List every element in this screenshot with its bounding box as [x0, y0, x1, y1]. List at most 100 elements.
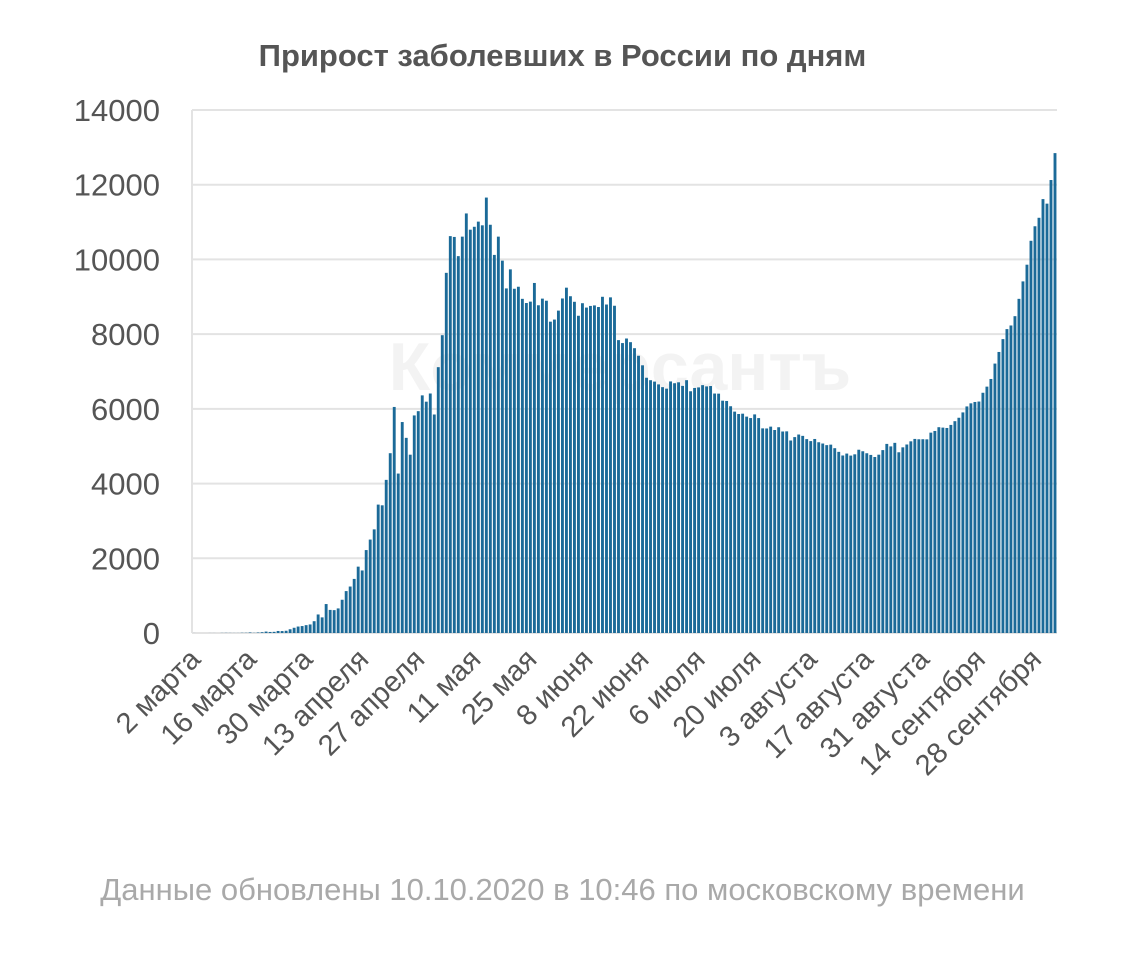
bar: [368, 539, 372, 633]
bar: [552, 319, 556, 633]
grid-lines: [191, 109, 1057, 634]
bar: [625, 338, 628, 633]
bar: [536, 305, 540, 633]
bar: [484, 197, 488, 633]
bar: [981, 392, 985, 633]
bar: [1049, 180, 1053, 633]
bar: [833, 448, 837, 633]
bar: [524, 303, 528, 633]
bar: [797, 434, 801, 633]
bar: [725, 400, 729, 633]
bar: [304, 625, 308, 633]
y-tick-label: 0: [143, 616, 160, 651]
bar: [785, 431, 789, 633]
bar: [753, 414, 757, 633]
bar: [308, 624, 312, 633]
bar: [781, 431, 785, 633]
bar: [761, 428, 765, 633]
bar: [977, 401, 981, 633]
bar: [745, 416, 749, 633]
bar: [709, 386, 713, 633]
bar: [857, 449, 861, 633]
bar: [737, 414, 741, 633]
bar: [813, 438, 817, 633]
bar: [629, 342, 632, 633]
bar: [577, 315, 580, 633]
bar: [1029, 240, 1033, 634]
bar: [721, 400, 725, 633]
bar: [953, 421, 957, 633]
bar: [733, 411, 737, 633]
bar: [957, 417, 961, 633]
bar: [845, 453, 849, 633]
bar: [364, 550, 368, 633]
bar: [1041, 199, 1045, 633]
bar: [925, 439, 929, 633]
bar: [268, 631, 272, 633]
bar: [749, 418, 753, 633]
bar: [601, 296, 604, 633]
bar: [428, 393, 432, 633]
bar: [408, 454, 412, 633]
bar: [280, 631, 284, 633]
bar: [945, 427, 949, 633]
bar: [420, 395, 424, 633]
bar: [593, 305, 596, 633]
bar: [865, 453, 869, 633]
bar: [921, 439, 925, 633]
bar: [965, 406, 969, 633]
bar: [933, 430, 937, 633]
bar: [677, 382, 680, 633]
bar: [476, 221, 480, 633]
bar: [757, 418, 761, 633]
bar: [424, 401, 428, 633]
bar: [384, 479, 388, 633]
bar: [564, 287, 568, 633]
bar: [693, 387, 697, 633]
bar: [464, 213, 468, 633]
bar: [905, 444, 909, 633]
bar: [673, 383, 676, 633]
bar: [1053, 153, 1057, 634]
bar: [336, 608, 340, 633]
bar: [825, 445, 829, 633]
bar: [376, 504, 380, 633]
bar: [573, 301, 576, 633]
bar: [849, 455, 853, 633]
bar: [560, 298, 564, 633]
footer-note: Данные обновлены 10.10.2020 в 10:46 по м…: [100, 872, 1025, 907]
bar: [717, 393, 721, 633]
bar: [889, 446, 893, 633]
bar: [793, 437, 797, 633]
bar: [520, 298, 524, 633]
bar: [805, 439, 809, 633]
bar: [929, 432, 933, 633]
bar: [456, 256, 460, 633]
bar: [332, 610, 336, 633]
bar: [941, 427, 945, 633]
bar: [496, 236, 500, 633]
bar: [609, 297, 612, 633]
bar: [1009, 325, 1013, 633]
bar: [589, 305, 592, 633]
bar: [969, 403, 973, 633]
chart-area: Коммерсантъ 0200040006000800010000120001…: [74, 93, 1057, 782]
bar: [605, 304, 608, 633]
bar: [881, 450, 885, 633]
bar: [993, 363, 997, 633]
bar: [1025, 264, 1029, 633]
bar: [448, 236, 452, 633]
bar: [1013, 316, 1017, 633]
bar: [741, 413, 745, 633]
bar: [396, 473, 400, 633]
bar: [569, 296, 572, 633]
bar: [665, 388, 668, 633]
bar: [328, 609, 332, 633]
bar: [801, 435, 805, 633]
bar: [344, 591, 348, 633]
bar: [841, 455, 845, 633]
bar: [1033, 226, 1037, 633]
bar: [617, 340, 620, 633]
bar: [697, 387, 701, 633]
bar: [649, 380, 652, 633]
